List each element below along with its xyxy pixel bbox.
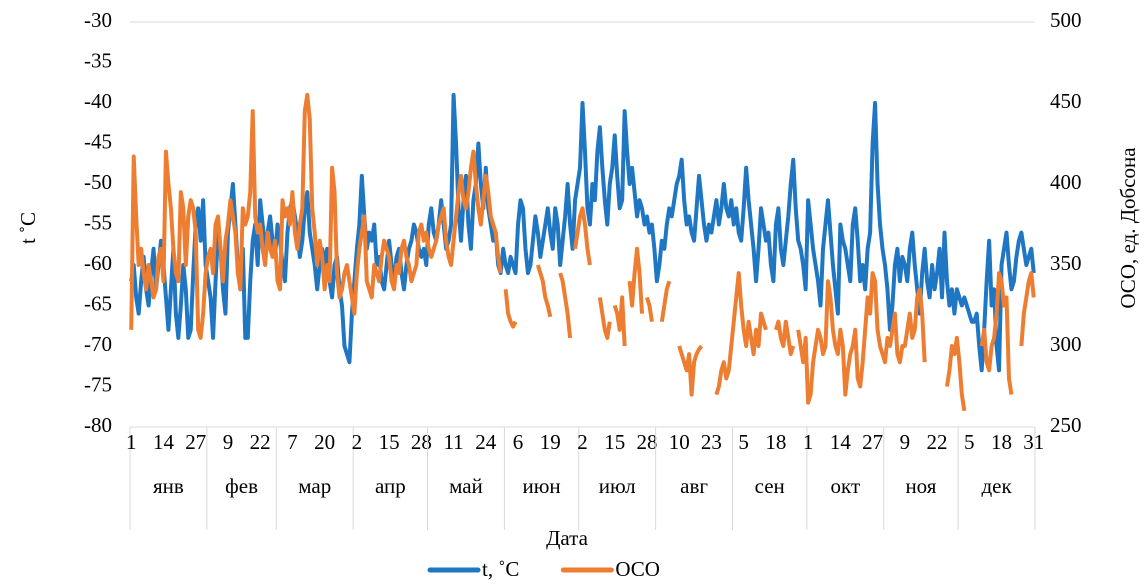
y-axis-title: t ˚C [16,212,40,244]
y-tick-label: -50 [84,170,112,194]
x-tick-label: 20 [314,430,335,454]
y-tick-label: -70 [84,332,112,356]
series-line [129,92,1036,412]
legend-label: t, ˚C [482,557,519,581]
x-tick-label: 18 [991,430,1012,454]
y2-tick-label: 350 [1050,251,1082,275]
y-tick-label: -30 [84,8,112,32]
month-label: апр [375,474,406,498]
y-tick-label: -35 [84,48,112,72]
x-tick-label: 6 [513,430,524,454]
x-tick-label: 28 [636,430,657,454]
x-tick-label: 28 [411,430,432,454]
month-label: июл [599,474,636,498]
month-label: сен [755,474,785,498]
x-tick-label: 22 [250,430,271,454]
month-label: июн [523,474,561,498]
legend-label: ОСО [615,557,660,581]
x-axis-title: Дата [546,526,589,550]
x-tick-label: 2 [577,430,588,454]
x-tick-label: 9 [223,430,234,454]
month-label: мар [298,474,331,498]
month-label: дек [981,474,1012,498]
x-tick-label: 7 [287,430,298,454]
month-label: янв [153,474,184,498]
legend: t, ˚C ОСО [427,557,660,581]
x-tick-label: 2 [352,430,363,454]
y2-tick-label: 400 [1050,170,1082,194]
x-tick-label: 14 [153,430,175,454]
x-tick-label: 15 [604,430,625,454]
x-tick-label: 23 [701,430,722,454]
y-tick-label: -55 [84,210,112,234]
y2-tick-label: 250 [1050,413,1082,437]
y-tick-label: -45 [84,129,112,153]
x-tick-label: 24 [475,430,497,454]
y-tick-label: -80 [84,413,112,437]
x-tick-label: 9 [900,430,911,454]
month-label: авг [680,474,708,498]
x-tick-label: 31 [1023,430,1044,454]
x-tick-label: 10 [669,430,690,454]
y2-axis-title: ОСО, ед. Добсона [1116,147,1140,309]
month-label: окт [831,474,861,498]
x-tick-label: 18 [765,430,786,454]
x-tick-label: 19 [540,430,561,454]
month-label: фев [225,474,258,498]
x-tick-label: 5 [738,430,749,454]
y2-tick-label: 300 [1050,332,1082,356]
x-tick-label: 15 [379,430,400,454]
x-tick-label: 27 [185,430,206,454]
month-label: май [449,474,483,498]
y2-tick-label: 450 [1050,89,1082,113]
month-label: ноя [905,474,936,498]
y2-tick-label: 500 [1050,8,1082,32]
y-tick-label: -40 [84,89,112,113]
x-tick-label: 22 [927,430,948,454]
y-tick-label: -60 [84,251,112,275]
x-tick-label: 14 [830,430,852,454]
x-tick-label: 5 [964,430,975,454]
x-tick-label: 1 [126,430,137,454]
x-tick-label: 27 [862,430,883,454]
x-tick-label: 1 [803,430,814,454]
y-tick-label: -65 [84,291,112,315]
x-tick-label: 11 [443,430,463,454]
y-tick-label: -75 [84,372,112,396]
